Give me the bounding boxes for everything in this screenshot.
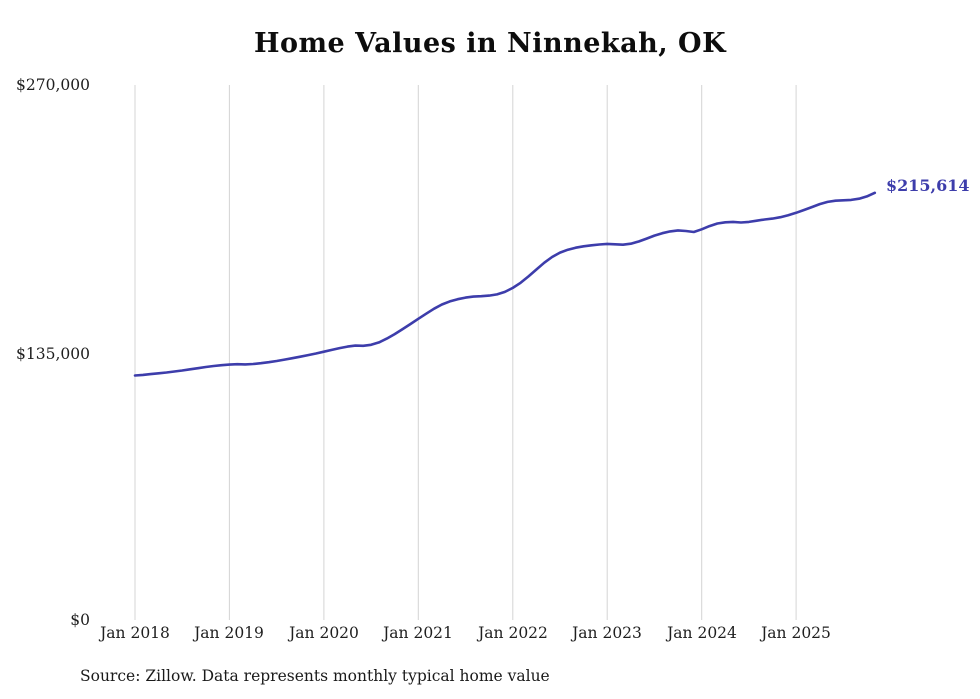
latest-value-label: $215,614 bbox=[886, 176, 970, 195]
y-axis: $270,000 $135,000 $0 bbox=[14, 0, 90, 699]
home-value-line bbox=[133, 191, 877, 377]
y-tick-label-135000: $135,000 bbox=[16, 345, 90, 363]
y-tick-label-270000: $270,000 bbox=[16, 76, 90, 94]
source-note: Source: Zillow. Data represents monthly … bbox=[80, 667, 550, 685]
y-tick-label-0: $0 bbox=[70, 611, 90, 629]
chart-title: Home Values in Ninnekah, OK bbox=[253, 28, 727, 59]
x-tick-label-2025: Jan 2025 bbox=[761, 624, 831, 642]
x-tick-label-2019: Jan 2019 bbox=[194, 624, 264, 642]
x-tick-label-2021: Jan 2021 bbox=[383, 624, 453, 642]
x-tick-label-2022: Jan 2022 bbox=[478, 624, 548, 642]
x-tick-label-2018: Jan 2018 bbox=[100, 624, 170, 642]
x-tick-label-2024: Jan 2024 bbox=[667, 624, 737, 642]
x-tick-label-2023: Jan 2023 bbox=[572, 624, 642, 642]
x-tick-label-2020: Jan 2020 bbox=[289, 624, 359, 642]
